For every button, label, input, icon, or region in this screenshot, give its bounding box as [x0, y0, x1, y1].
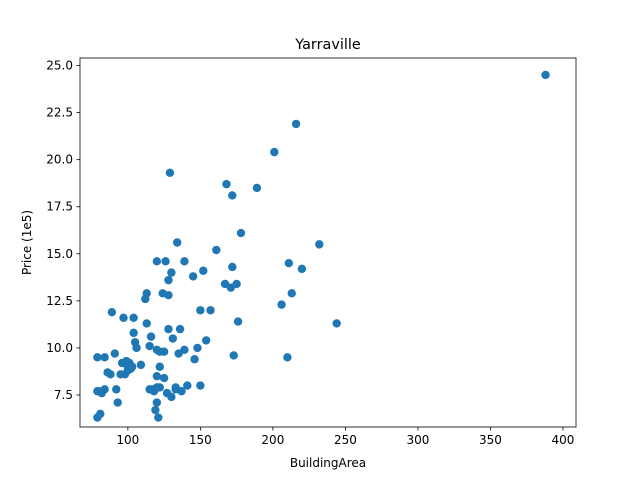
x-axis-label: BuildingArea	[290, 456, 366, 470]
y-tick-label: 10.0	[46, 341, 73, 355]
y-axis-label: Price (1e5)	[20, 210, 34, 275]
scatter-point	[146, 332, 156, 341]
scatter-point	[141, 294, 150, 304]
scatter-point	[228, 191, 237, 200]
scatter-point	[110, 349, 120, 358]
scatter-point	[106, 370, 115, 379]
scatter-point	[232, 279, 241, 289]
scatter-point	[167, 268, 176, 277]
x-axis: 100 150 200 250 300 350 400	[116, 427, 574, 447]
scatter-point	[332, 319, 341, 328]
scatter-point	[164, 275, 173, 285]
scatter-point	[172, 238, 182, 247]
scatter-point	[315, 240, 324, 249]
scatter-point	[291, 119, 301, 129]
scatter-point	[152, 398, 162, 407]
x-tick-label: 150	[189, 433, 212, 447]
scatter-point	[199, 266, 208, 275]
scatter-point	[201, 336, 211, 345]
scatter-point	[113, 398, 122, 407]
y-tick-label: 15.0	[46, 247, 73, 261]
scatter-point	[154, 413, 163, 422]
y-axis: 7.5 10.0 12.5 15.0 17.5 20.0 22.5 25.0	[46, 59, 80, 402]
scatter-point	[116, 370, 125, 379]
scatter-point	[159, 373, 169, 383]
scatter-point	[212, 245, 221, 255]
scatter-point	[174, 349, 183, 358]
scatter-point	[100, 353, 109, 362]
x-tick-label: 400	[551, 433, 574, 447]
scatter-point	[193, 343, 202, 353]
plot-frame	[79, 57, 577, 428]
scatter-point	[126, 364, 135, 373]
scatter-point	[168, 334, 178, 343]
scatter-point	[183, 381, 192, 390]
scatter-point	[136, 360, 146, 370]
x-tick-label: 300	[406, 433, 429, 447]
y-tick-label: 17.5	[46, 200, 73, 214]
scatter-point	[175, 324, 185, 334]
scatter-point	[233, 317, 243, 326]
scatter-point	[93, 353, 102, 362]
scatter-point	[129, 313, 138, 323]
scatter-point	[145, 341, 154, 351]
scatter-point	[93, 387, 102, 396]
scatter-point	[287, 289, 296, 298]
x-tick-label: 250	[334, 433, 357, 447]
scatter-point	[161, 257, 170, 266]
scatter-point	[190, 355, 199, 364]
x-tick-label: 100	[116, 433, 139, 447]
scatter-point	[297, 264, 307, 274]
scatter-point	[284, 259, 294, 268]
y-tick-label: 7.5	[54, 388, 73, 402]
scatter-point	[283, 353, 292, 362]
points-layer	[93, 70, 550, 422]
scatter-point	[152, 371, 162, 381]
scatter-point	[206, 306, 215, 315]
y-tick-label: 22.5	[46, 106, 73, 120]
scatter-point	[270, 147, 279, 157]
y-tick-label: 25.0	[46, 59, 73, 73]
scatter-point	[277, 300, 286, 309]
scatter-point	[119, 313, 128, 323]
scatter-point	[164, 324, 173, 334]
scatter-point	[196, 381, 205, 390]
scatter-point	[196, 306, 205, 315]
x-tick-label: 350	[479, 433, 502, 447]
scatter-point	[151, 405, 160, 415]
scatter-point	[154, 383, 163, 392]
scatter-point	[180, 257, 189, 266]
scatter-point	[112, 385, 121, 394]
chart-title: Yarraville	[294, 37, 361, 53]
x-tick-label: 200	[261, 433, 284, 447]
scatter-point	[229, 351, 238, 360]
scatter-point	[132, 343, 141, 353]
scatter-point	[159, 347, 169, 356]
scatter-point	[152, 257, 162, 266]
scatter-point	[188, 272, 198, 281]
scatter-point	[236, 228, 246, 238]
scatter-point	[541, 70, 550, 80]
scatter-point	[93, 413, 102, 422]
y-tick-label: 20.0	[46, 153, 73, 167]
scatter-point	[222, 179, 231, 189]
scatter-point	[167, 392, 176, 402]
scatter-point	[228, 262, 237, 272]
scatter-point	[129, 328, 138, 338]
scatter-point	[252, 183, 262, 193]
scatter-point	[164, 291, 173, 300]
scatter-point	[142, 319, 151, 328]
scatter-point	[155, 362, 164, 371]
scatter-point	[107, 307, 117, 317]
y-tick-label: 12.5	[46, 294, 73, 308]
scatter-point	[177, 387, 186, 396]
scatter-point	[165, 168, 175, 178]
